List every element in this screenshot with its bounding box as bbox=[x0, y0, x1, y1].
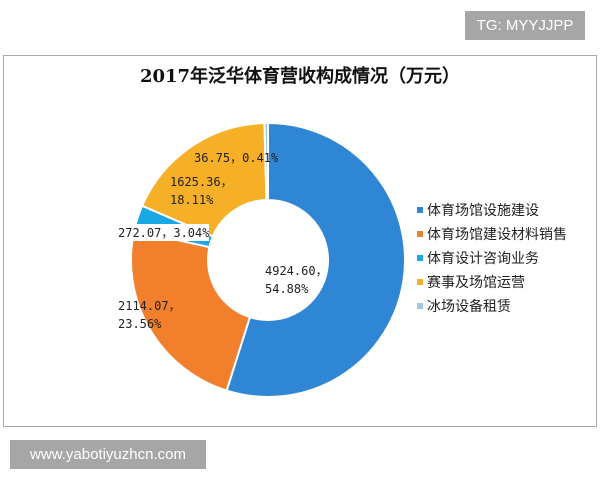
legend-item: 体育设计咨询业务 bbox=[417, 246, 567, 270]
legend-swatch bbox=[417, 255, 423, 261]
donut-slice-0 bbox=[225, 121, 406, 398]
legend-item: 体育场馆建设材料销售 bbox=[417, 222, 567, 246]
legend-swatch bbox=[417, 231, 423, 237]
legend-swatch bbox=[417, 279, 423, 285]
legend-label: 体育场馆设施建设 bbox=[427, 203, 539, 219]
data-label-4: 36.75，0.41% bbox=[194, 151, 279, 165]
tg-watermark-badge: TG: MYYJJPP bbox=[465, 11, 585, 40]
legend-item: 体育场馆设施建设 bbox=[417, 198, 567, 222]
legend-label: 赛事及场馆运营 bbox=[427, 275, 525, 291]
legend-item: 赛事及场馆运营 bbox=[417, 270, 567, 294]
donut-slice-1 bbox=[130, 229, 252, 392]
chart-title: 2017年泛华体育营收构成情况（万元） bbox=[139, 66, 461, 87]
legend-swatch bbox=[417, 207, 423, 213]
url-watermark-badge: www.yabotiyuzhcn.com bbox=[10, 440, 206, 469]
legend-label: 体育设计咨询业务 bbox=[427, 251, 539, 267]
legend-label: 体育场馆建设材料销售 bbox=[427, 227, 567, 243]
legend-item: 冰场设备租赁 bbox=[417, 294, 567, 318]
donut-slice-3 bbox=[140, 122, 268, 238]
data-label-1: 2114.07，23.56% bbox=[118, 299, 181, 331]
data-label-2: 272.07，3.04% bbox=[118, 224, 210, 241]
legend-label: 冰场设备租赁 bbox=[427, 299, 511, 315]
data-label-3: 1625.36，18.11% bbox=[170, 175, 233, 207]
data-label-0: 4924.60，54.88% bbox=[265, 264, 328, 296]
donut-slice-4 bbox=[263, 121, 269, 202]
legend-swatch bbox=[417, 303, 423, 309]
legend: 体育场馆设施建设 体育场馆建设材料销售 体育设计咨询业务 赛事及场馆运营 冰场设… bbox=[417, 198, 567, 318]
